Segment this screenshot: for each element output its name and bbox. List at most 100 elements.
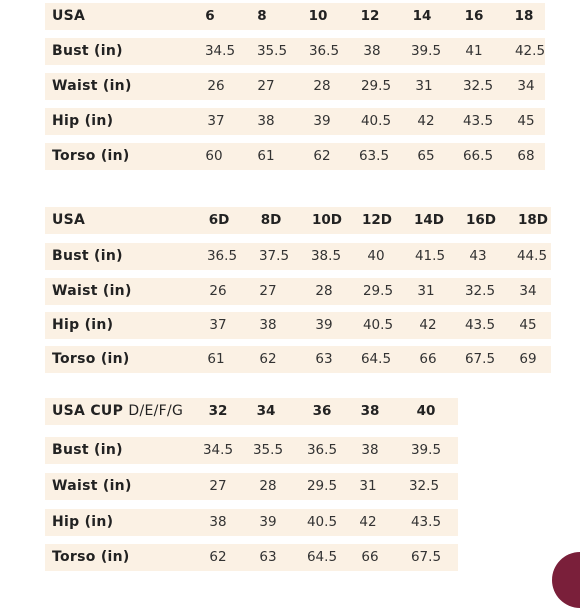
cell-value: 42.5 xyxy=(514,43,546,59)
cell-value: 37.5 xyxy=(258,248,290,264)
cell-value: 31 xyxy=(359,478,377,494)
cell-value: 29.5 xyxy=(362,283,394,299)
cell-value: 69 xyxy=(519,351,537,367)
cell-value: 26 xyxy=(209,283,227,299)
size-header: 16D xyxy=(466,212,496,228)
cell-value: 35.5 xyxy=(256,43,288,59)
cell-value: 66 xyxy=(361,549,379,565)
table-row: Torso (in) 60 61 62 63.5 65 66.5 68 xyxy=(45,143,545,170)
table-row: Hip (in) 37 38 39 40.5 42 43.5 45 xyxy=(45,108,545,135)
row-label: Torso (in) xyxy=(52,549,130,565)
cell-value: 32.5 xyxy=(464,283,496,299)
cell-value: 60 xyxy=(205,148,223,164)
row-label: Hip (in) xyxy=(52,317,114,333)
header-label: USA xyxy=(52,212,86,228)
cell-value: 68 xyxy=(517,148,535,164)
cell-value: 38 xyxy=(209,514,227,530)
cell-value: 66.5 xyxy=(462,148,494,164)
cell-value: 38 xyxy=(361,442,379,458)
cell-value: 29.5 xyxy=(306,478,338,494)
cell-value: 65 xyxy=(417,148,435,164)
size-header: 14 xyxy=(412,8,432,24)
cell-value: 26 xyxy=(207,78,225,94)
row-label: Hip (in) xyxy=(52,514,114,530)
cell-value: 62 xyxy=(313,148,331,164)
table-row: Waist (in) 27 28 29.5 31 32.5 xyxy=(45,473,458,500)
size-header: 8D xyxy=(260,212,282,228)
cup-letters: D/E/F/G xyxy=(128,403,184,419)
cell-value: 40.5 xyxy=(360,113,392,129)
cell-value: 63 xyxy=(315,351,333,367)
cell-value: 42 xyxy=(417,113,435,129)
row-label: Bust (in) xyxy=(52,43,123,59)
cell-value: 39.5 xyxy=(410,43,442,59)
table-row: Hip (in) 37 38 39 40.5 42 43.5 45 xyxy=(45,312,551,339)
cell-value: 29.5 xyxy=(360,78,392,94)
cell-value: 38 xyxy=(363,43,381,59)
size-header: 12 xyxy=(360,8,380,24)
band-header: 34 xyxy=(256,403,276,419)
cell-value: 36.5 xyxy=(308,43,340,59)
cell-value: 43.5 xyxy=(464,317,496,333)
cell-value: 39 xyxy=(315,317,333,333)
row-label: Bust (in) xyxy=(52,442,123,458)
table-header-row: USA CUP D/E/F/G 32 34 36 38 40 xyxy=(45,398,458,425)
size-header: 14D xyxy=(414,212,444,228)
cell-value: 28 xyxy=(315,283,333,299)
cell-value: 27 xyxy=(209,478,227,494)
cell-value: 38 xyxy=(257,113,275,129)
table-row: Torso (in) 62 63 64.5 66 67.5 xyxy=(45,544,458,571)
table-row: Hip (in) 38 39 40.5 42 43.5 xyxy=(45,509,458,536)
cell-value: 35.5 xyxy=(252,442,284,458)
table-header-row: USA 6D 8D 10D 12D 14D 16D 18D xyxy=(45,207,551,234)
header-label: USA xyxy=(52,8,86,24)
size-header: 12D xyxy=(362,212,392,228)
row-label: Torso (in) xyxy=(52,148,130,164)
cell-value: 39 xyxy=(313,113,331,129)
table-row: Bust (in) 36.5 37.5 38.5 40 41.5 43 44.5 xyxy=(45,243,551,270)
row-label: Hip (in) xyxy=(52,113,114,129)
cell-value: 40.5 xyxy=(306,514,338,530)
cell-value: 37 xyxy=(209,317,227,333)
table-row: Bust (in) 34.5 35.5 36.5 38 39.5 41 42.5 xyxy=(45,38,545,65)
table-row: Waist (in) 26 27 28 29.5 31 32.5 34 xyxy=(45,73,545,100)
table-header-row: USA 6 8 10 12 14 16 18 xyxy=(45,3,545,30)
row-label: Waist (in) xyxy=(52,478,132,494)
cell-value: 27 xyxy=(257,78,275,94)
cell-value: 39 xyxy=(259,514,277,530)
table-row: Bust (in) 34.5 35.5 36.5 38 39.5 xyxy=(45,437,458,464)
cell-value: 40 xyxy=(367,248,385,264)
table-row: Waist (in) 26 27 28 29.5 31 32.5 34 xyxy=(45,278,551,305)
cell-value: 34 xyxy=(519,283,537,299)
cell-value: 28 xyxy=(259,478,277,494)
cell-value: 36.5 xyxy=(306,442,338,458)
cell-value: 34 xyxy=(517,78,535,94)
size-header: 18D xyxy=(518,212,548,228)
corner-accent-shape xyxy=(552,552,580,608)
cell-value: 38.5 xyxy=(310,248,342,264)
band-header: 32 xyxy=(208,403,228,419)
band-header: 38 xyxy=(360,403,380,419)
cell-value: 63 xyxy=(259,549,277,565)
cell-value: 41 xyxy=(465,43,483,59)
cell-value: 45 xyxy=(517,113,535,129)
cell-value: 38 xyxy=(259,317,277,333)
cell-value: 43 xyxy=(469,248,487,264)
cell-value: 28 xyxy=(313,78,331,94)
cell-value: 62 xyxy=(259,351,277,367)
size-header: 16 xyxy=(464,8,484,24)
cell-value: 42 xyxy=(359,514,377,530)
cell-value: 43.5 xyxy=(462,113,494,129)
cell-value: 42 xyxy=(419,317,437,333)
cell-value: 31 xyxy=(415,78,433,94)
cell-value: 27 xyxy=(259,283,277,299)
cell-value: 66 xyxy=(419,351,437,367)
size-header: 6 xyxy=(205,8,215,24)
cell-value: 61 xyxy=(207,351,225,367)
row-label: Bust (in) xyxy=(52,248,123,264)
cell-value: 61 xyxy=(257,148,275,164)
cell-value: 37 xyxy=(207,113,225,129)
band-header: 40 xyxy=(416,403,436,419)
cell-value: 31 xyxy=(417,283,435,299)
cell-value: 43.5 xyxy=(410,514,442,530)
